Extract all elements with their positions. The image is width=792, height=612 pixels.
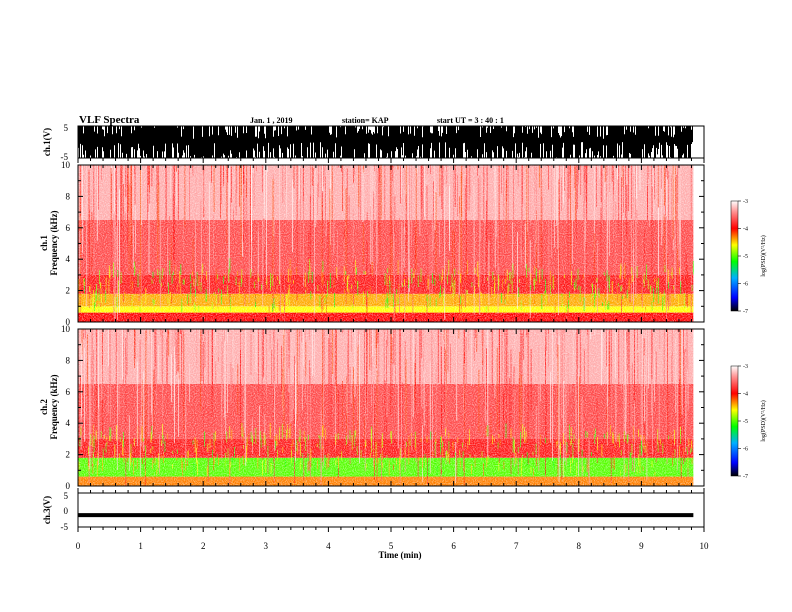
spectrogram-ytick-label: 0 bbox=[66, 481, 71, 491]
ch2-colorbar-label: log(PSD)(V²/Hz) bbox=[760, 400, 767, 441]
x-axis-tick-label: 4 bbox=[326, 541, 331, 551]
colorbar-tick-label: -4 bbox=[743, 392, 748, 398]
ch3-waveform-panel: ch.3(V) 5 0 -5 0 1 2 3 4 5 6 7 8 9 10 bbox=[42, 488, 709, 551]
x-axis-label: Time (min) bbox=[378, 550, 421, 560]
colorbar-tick-label: -5 bbox=[743, 254, 748, 260]
ch3-waveform-ytick-mid: 0 bbox=[64, 506, 69, 516]
x-axis-tick-label: 1 bbox=[138, 541, 143, 551]
x-axis-tick-label: 5 bbox=[389, 541, 394, 551]
ch1-colorbar-label: log(PSD)(V²/Hz) bbox=[760, 235, 767, 276]
ch3-waveform-frame bbox=[77, 492, 705, 528]
ch1-spectrogram-ylabel-2: Frequency (kHz) bbox=[49, 210, 59, 275]
colorbar-tick-label: -5 bbox=[743, 419, 748, 425]
x-axis-tick-label: 3 bbox=[264, 541, 269, 551]
colorbar-tick-label: -7 bbox=[743, 474, 748, 480]
ch2-spectrogram-ylabel-2: Frequency (kHz) bbox=[49, 374, 59, 439]
x-axis-tick-label: 2 bbox=[201, 541, 206, 551]
ch1-waveform-ytick-top: 5 bbox=[64, 123, 69, 133]
x-axis-tick-label: 0 bbox=[76, 541, 81, 551]
ch3-waveform-ylabel: ch.3(V) bbox=[42, 496, 52, 524]
ch1-waveform-ylabel: ch.1(V) bbox=[42, 128, 52, 156]
ch2-colorbar: -3 -4 -5 -6 -7 log(PSD)(V²/Hz) bbox=[730, 364, 767, 480]
colorbar-tick-label: -4 bbox=[743, 227, 748, 233]
x-axis-tick-label: 6 bbox=[451, 541, 456, 551]
spectrogram-ytick-label: 0 bbox=[66, 317, 71, 327]
spectrogram-ytick-label: 4 bbox=[66, 254, 71, 264]
spectrogram-ytick-label: 2 bbox=[66, 450, 71, 460]
start-time-label: start UT = 3 : 40 : 1 bbox=[437, 116, 504, 125]
colorbar-tick-label: -3 bbox=[743, 199, 748, 205]
colorbar-tick-label: -6 bbox=[743, 447, 748, 453]
spectrogram-ytick-label: 2 bbox=[66, 286, 71, 296]
spectrogram-ytick-label: 6 bbox=[66, 223, 71, 233]
spectrogram-ytick-label: 10 bbox=[61, 324, 71, 334]
x-axis-tick-label: 9 bbox=[639, 541, 644, 551]
figure-title: VLF Spectra bbox=[79, 114, 140, 126]
spectrogram-ytick-label: 8 bbox=[66, 191, 71, 201]
ch1-colorbar-bar bbox=[730, 200, 739, 312]
x-axis-tick-label: 10 bbox=[700, 541, 710, 551]
x-axis-tick-label: 7 bbox=[514, 541, 519, 551]
spectrogram-ytick-label: 8 bbox=[66, 355, 71, 365]
colorbar-tick-label: -3 bbox=[743, 364, 748, 370]
ch1-spectrogram-ylabel-1: ch.1 bbox=[39, 235, 49, 251]
ch2-spectrogram-ylabel-1: ch.2 bbox=[39, 399, 49, 415]
date-label: Jan. 1 , 2019 bbox=[250, 116, 292, 125]
ch1-spectrogram-panel: 0 2 4 6 8 10 ch.1 Frequency (kHz) bbox=[39, 160, 705, 327]
spectrogram-ytick-label: 10 bbox=[61, 160, 71, 170]
ch3-waveform-ytick-top: 5 bbox=[64, 491, 69, 501]
station-label: station= KAP bbox=[342, 116, 389, 125]
colorbar-tick-label: -6 bbox=[743, 282, 748, 288]
ch2-colorbar-bar bbox=[730, 365, 739, 477]
ch1-waveform-trace bbox=[78, 126, 693, 158]
ch3-waveform-ytick-bottom: -5 bbox=[61, 522, 69, 532]
spectrogram-ytick-label: 6 bbox=[66, 387, 71, 397]
ch1-waveform-panel: ch.1(V) 5 -5 bbox=[42, 123, 705, 163]
ch2-spectrogram-panel: 0 2 4 6 8 10 ch.2 Frequency (kHz) bbox=[39, 324, 705, 491]
colorbar-tick-label: -7 bbox=[743, 309, 748, 315]
ch1-colorbar: -3 -4 -5 -6 -7 log(PSD)(V²/Hz) bbox=[730, 199, 767, 315]
spectrogram-ytick-label: 4 bbox=[66, 418, 71, 428]
spectrogram-grain bbox=[78, 329, 694, 486]
spectrogram-grain bbox=[78, 165, 694, 322]
ch1-waveform-ytick-bottom: -5 bbox=[61, 152, 69, 162]
x-axis-tick-label: 8 bbox=[577, 541, 582, 551]
